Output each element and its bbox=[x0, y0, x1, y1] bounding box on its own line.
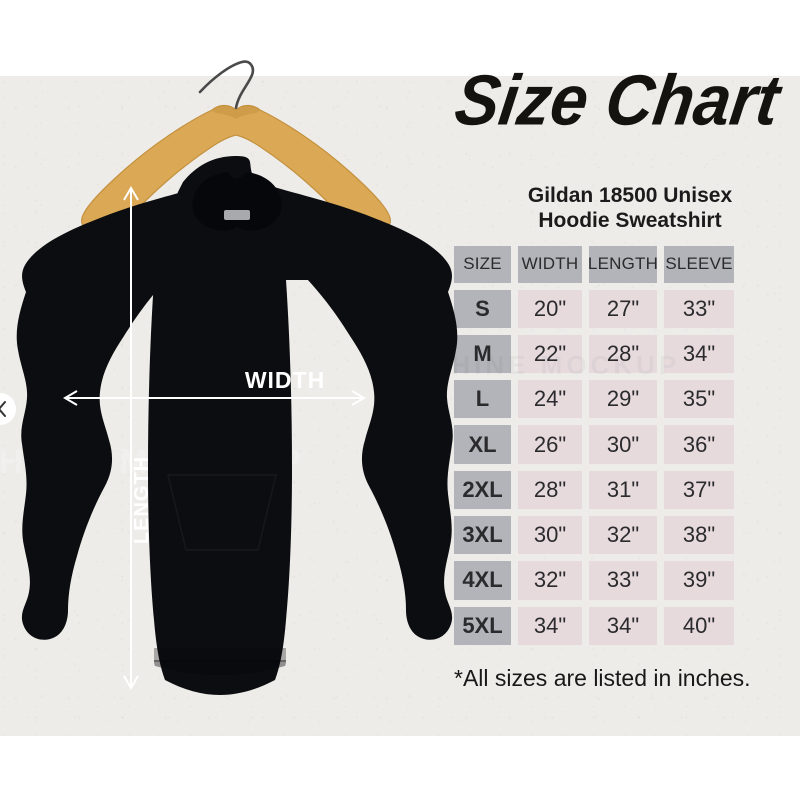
svg-text:LENGTH: LENGTH bbox=[131, 456, 153, 544]
svg-text:WIDTH: WIDTH bbox=[245, 367, 325, 393]
